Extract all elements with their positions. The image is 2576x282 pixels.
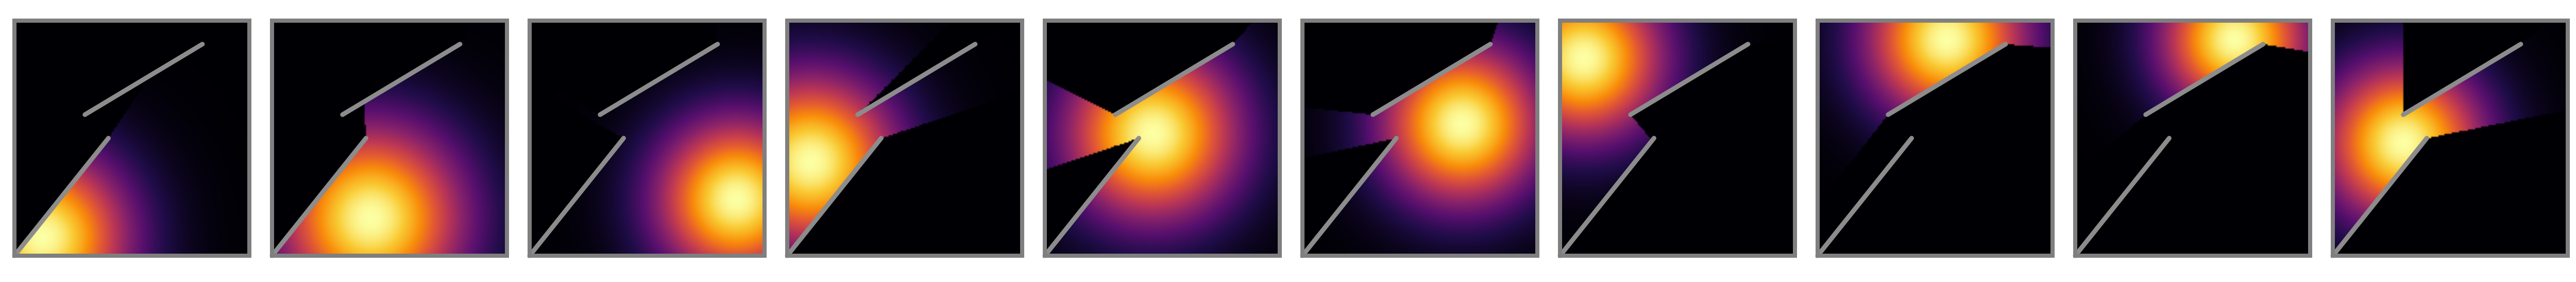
barrier-wall-2 <box>1815 136 1914 258</box>
rate-map-panel-5 <box>1042 19 1282 258</box>
barrier-wall-2 <box>1557 136 1656 258</box>
rate-map-heatmap-7 <box>1560 21 1795 256</box>
rate-map-heatmap-6 <box>1302 21 1537 256</box>
barrier-wall-1 <box>340 42 463 117</box>
rate-map-panel-6 <box>1300 19 1539 258</box>
rate-map-panel-4 <box>785 19 1024 258</box>
barrier-wall-1 <box>2143 42 2266 117</box>
rate-map-panel-3 <box>527 19 767 258</box>
rate-map-panel-9 <box>2073 19 2312 258</box>
arena-frame <box>12 19 251 258</box>
rate-map-heatmap-8 <box>1818 21 2053 256</box>
barrier-wall-1 <box>598 42 720 117</box>
barrier-wall-2 <box>785 136 884 258</box>
rate-map-panel-8 <box>1815 19 2055 258</box>
arena-frame <box>270 19 509 258</box>
arena-frame <box>785 19 1024 258</box>
arena-frame <box>2073 19 2312 258</box>
arena-frame <box>2331 19 2570 258</box>
barrier-wall-1 <box>855 42 978 117</box>
barrier-wall-1 <box>1628 42 1751 117</box>
rate-map-heatmap-4 <box>787 21 1022 256</box>
barrier-wall-1 <box>1370 42 1493 117</box>
barrier-wall-2 <box>527 136 626 258</box>
barrier-wall-2 <box>269 136 368 258</box>
barrier-wall-1 <box>1113 42 1235 117</box>
rate-map-panel-10 <box>2330 19 2570 258</box>
rate-map-heatmap-10 <box>2333 21 2568 256</box>
barrier-wall-2 <box>1042 136 1141 258</box>
barrier-wall-2 <box>1300 136 1399 258</box>
rate-map-panel-2 <box>269 19 509 258</box>
arena-frame <box>528 19 767 258</box>
arena-frame <box>1558 19 1797 258</box>
barrier-wall-1 <box>2401 42 2523 117</box>
arena-frame <box>1043 19 1282 258</box>
arena-frame <box>1300 19 1539 258</box>
arena-frame <box>1816 19 2055 258</box>
rate-map-heatmap-1 <box>14 21 249 256</box>
barrier-wall-2 <box>12 136 111 258</box>
rate-map-panel-7 <box>1557 19 1797 258</box>
barrier-wall-1 <box>1886 42 2008 117</box>
rate-map-panel-1 <box>12 19 251 258</box>
rate-map-heatmap-3 <box>530 21 765 256</box>
rate-map-heatmap-9 <box>2075 21 2310 256</box>
barrier-wall-2 <box>2330 136 2429 258</box>
rate-map-heatmap-5 <box>1045 21 1280 256</box>
barrier-wall-2 <box>2073 136 2172 258</box>
barrier-wall-1 <box>82 42 205 117</box>
rate-map-heatmap-2 <box>272 21 507 256</box>
